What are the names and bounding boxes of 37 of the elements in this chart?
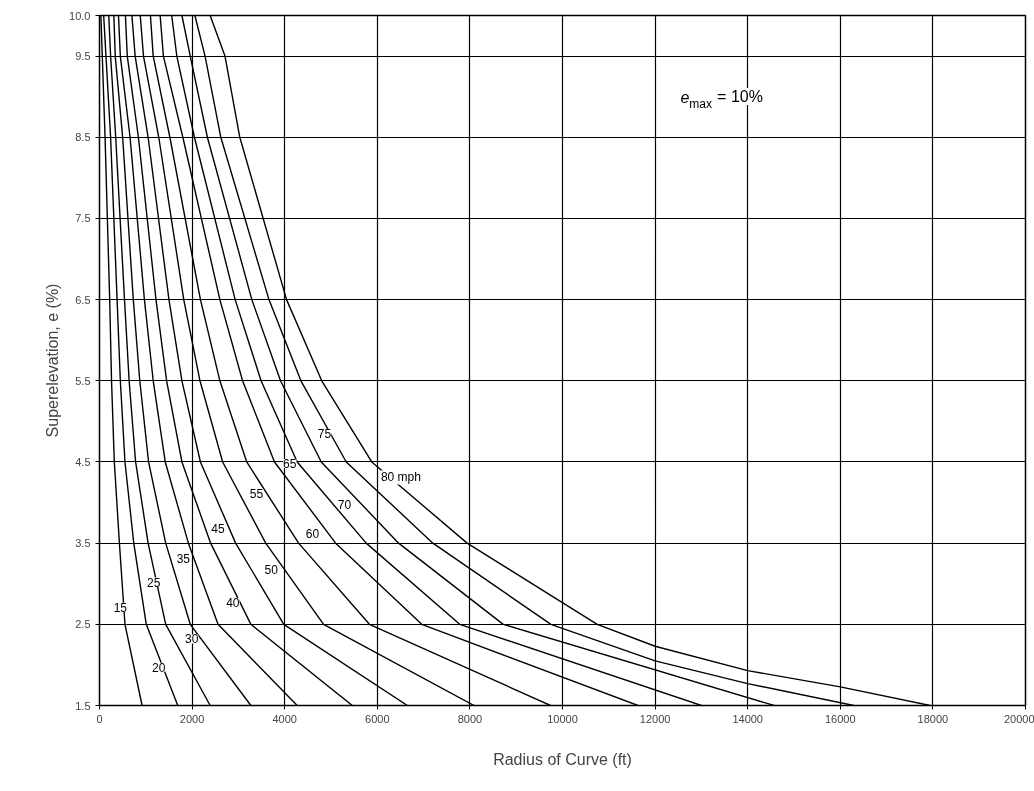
x-tick-label: 14000 — [732, 712, 763, 725]
annotation: 70 — [337, 497, 352, 512]
annotation: 65 — [283, 457, 297, 472]
y-tick-label: 7.5 — [75, 212, 91, 225]
y-tick-label: 2.5 — [75, 618, 91, 631]
x-tick-label: 12000 — [639, 712, 671, 725]
annotation: 30 — [184, 632, 199, 647]
y-tick-label: 1.5 — [75, 699, 91, 712]
x-tick-label: 10000 — [547, 712, 578, 725]
annotation: 25 — [147, 575, 161, 590]
x-tick-label: 16000 — [825, 712, 856, 725]
annotation: 55 — [249, 487, 264, 502]
y-tick-label: 6.5 — [75, 293, 91, 306]
annotation: 80 mph — [380, 470, 421, 485]
x-tick-label: 20000 — [1003, 712, 1034, 725]
y-tick-label: 10.0 — [69, 9, 91, 22]
x-axis-title: Radius of Curve (ft) — [493, 750, 632, 768]
y-tick-label: 3.5 — [75, 537, 91, 550]
annotation: 15 — [113, 600, 128, 615]
x-tick-label: 0 — [96, 712, 103, 725]
x-tick-label: 2000 — [179, 712, 205, 725]
annotation: 45 — [211, 522, 226, 537]
annotation: 40 — [226, 595, 240, 610]
x-tick-label: 6000 — [365, 712, 390, 725]
y-tick-label: 4.5 — [75, 455, 91, 468]
annotation: 75 — [317, 427, 332, 442]
x-tick-label: 4000 — [272, 712, 297, 725]
annotation: 60 — [305, 526, 320, 541]
annotation: 50 — [264, 562, 279, 577]
y-tick-label: 9.5 — [75, 50, 91, 63]
y-tick-label: 8.5 — [75, 131, 91, 144]
y-axis-title: Superelevation, e (%) — [44, 283, 62, 438]
annotation: 20 — [152, 660, 166, 675]
annotation: 35 — [176, 552, 191, 567]
x-tick-label: 18000 — [917, 712, 949, 725]
x-tick-label: 8000 — [457, 712, 483, 725]
y-tick-label: 5.5 — [75, 374, 91, 387]
